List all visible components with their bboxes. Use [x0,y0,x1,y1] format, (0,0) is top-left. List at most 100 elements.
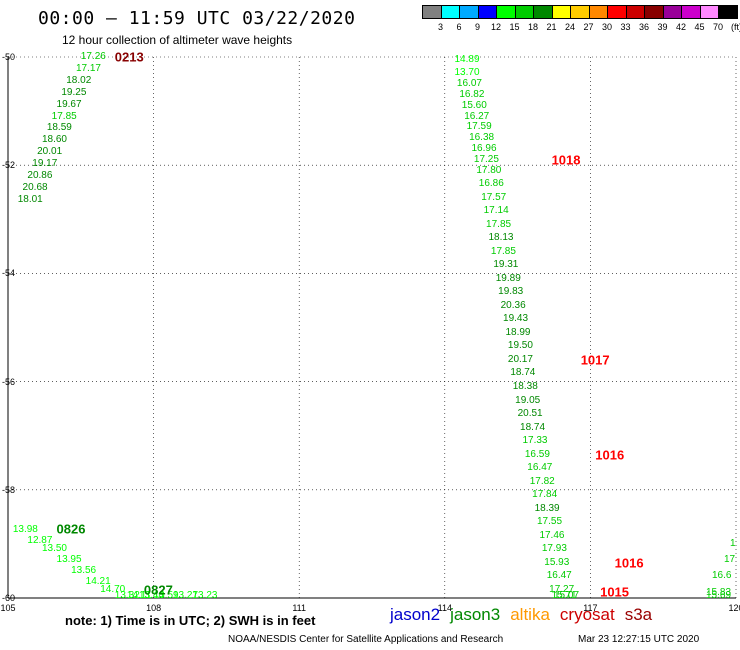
scale-label: 70 [712,22,724,32]
scale-label: 9 [474,22,481,32]
wave-height-reading: 17.84 [532,489,558,501]
longitude-label: 120 [728,603,740,613]
wave-height-reading: 18.74 [510,367,536,379]
latitude-label: -52 [2,160,16,171]
wave-height-reading: 18.13 [488,232,514,244]
scale-label: 21 [546,22,557,32]
wave-height-reading: 13.27 [173,590,199,601]
scale-label: 45 [694,22,705,32]
wave-height-reading: 14.89 [454,53,480,65]
wave-height-reading: 16.47 [546,570,572,582]
wave-height-reading: 15.60 [461,99,487,111]
scale-label: 15 [509,22,520,32]
latitude-label: -56 [2,376,16,387]
wave-height-reading: 17.82 [529,475,555,487]
longitude-label: 111 [292,603,307,613]
wave-height-reading: 18.59 [46,122,72,134]
satellite-name-s3a: s3a [624,605,653,624]
longitude-label: 117 [583,603,598,613]
wave-height-reading: 15.71 [551,590,577,601]
pass-time-label: 1016 [595,447,625,463]
satellite-name-altika: altika [510,605,550,624]
wave-height-reading: 16.59 [524,448,550,460]
wave-height-reading: 17.17 [75,62,101,74]
scale-label: 30 [601,22,613,32]
footer-note: note: 1) Time is in UTC; 2) SWH is in fe… [65,613,316,628]
wave-height-reading: 16.07 [456,78,482,90]
wave-height-reading: 18.02 [66,74,92,86]
scale-label: (ft) [731,22,740,32]
scale-label: 33 [620,22,631,32]
longitude-label: 105 [0,603,16,613]
wave-height-reading: 19.89 [495,272,521,284]
wave-height-reading: 19.83 [498,286,524,298]
credit-text: NOAA/NESDIS Center for Satellite Applica… [228,634,504,645]
wave-height-reading: 17.46 [539,529,565,541]
wave-height-reading: 20.17 [507,353,533,365]
scale-label: 27 [583,22,594,32]
wave-height-reading: 14.21 [85,575,111,587]
scale-label: 24 [564,22,576,32]
map-title: 00:00 – 11:59 UTC 03/22/2020 [38,8,356,29]
wave-height-reading: 19.50 [507,340,533,352]
wave-height-reading: 16.6 [712,570,732,582]
wave-height-reading: 20.36 [500,299,526,311]
satellite-name-jason3: jason3 [450,605,501,624]
wave-height-reading: 13.98 [12,524,38,536]
wave-height-reading: 18.01 [17,193,43,205]
wave-height-reading: 19.31 [493,259,519,271]
wave-height-reading: 15.83 [706,586,732,598]
pass-time-label: 0213 [114,49,144,65]
pass-time-label: 1017 [580,352,610,368]
wave-height-reading: 13.70 [454,67,480,79]
wave-height-reading: 19.17 [32,158,58,170]
wave-height-reading: 13.32 [114,590,140,601]
wave-height-reading: 13.56 [71,564,97,576]
wave-height-reading: 15.07 [554,590,580,601]
wave-height-reading: 20.68 [22,181,48,193]
wave-height-reading: 19.67 [56,98,82,110]
wave-height-reading: 13.44 [139,590,165,601]
wave-height-reading: 17.55 [537,516,563,528]
scale-label: 42 [675,22,687,32]
satellite-name-cryosat: cryosat [559,605,615,624]
wave-height-reading: 19.05 [515,394,541,406]
wave-height-reading: 16.47 [527,462,553,474]
wave-height-reading: 1 [730,537,736,549]
wave-height-reading: 17 [724,554,736,566]
wave-height-reading: 17.14 [483,205,509,217]
scale-label: 3 [437,22,444,32]
wave-height-reading: 14.11 [126,590,152,601]
wave-height-reading: 13.95 [56,554,82,566]
scale-label: 39 [657,22,668,32]
wave-height-reading: 15.69 [706,590,732,601]
pass-time-label: 1015 [600,584,630,600]
latitude-label: -50 [2,52,16,62]
scale-label: 18 [527,22,539,32]
map-subtitle: 12 hour collection of altimeter wave hei… [62,33,293,47]
wave-height-reading: 13.50 [41,543,67,555]
wave-height-reading: 17.59 [466,121,492,133]
scale-swatch [718,5,738,19]
wave-height-reading: 17.57 [481,191,507,203]
generation-timestamp: Mar 23 12:27:15 UTC 2020 [578,634,700,645]
wave-height-reading: 18.74 [520,421,546,433]
wave-height-reading: 18.60 [41,134,67,146]
wave-height-reading: 13.23 [192,590,218,601]
wave-height-reading: 18.38 [512,381,538,392]
wave-height-reading: 19.25 [61,86,87,98]
wave-height-reading: 17.27 [549,583,575,595]
wave-height-reading: 12.87 [27,535,53,547]
wave-height-reading: 20.01 [37,146,63,158]
latitude-label: -58 [2,484,16,495]
wave-height-reading: 13.59 [153,590,179,601]
latitude-label: -54 [2,268,16,279]
longitude-label: 114 [437,603,452,613]
wave-height-reading: 18.99 [505,326,531,338]
wave-height-reading: 16.38 [469,132,495,144]
wave-height-reading: 17.85 [486,218,512,230]
pass-time-label: 1016 [614,555,644,571]
wave-height-reading: 20.86 [27,170,53,182]
